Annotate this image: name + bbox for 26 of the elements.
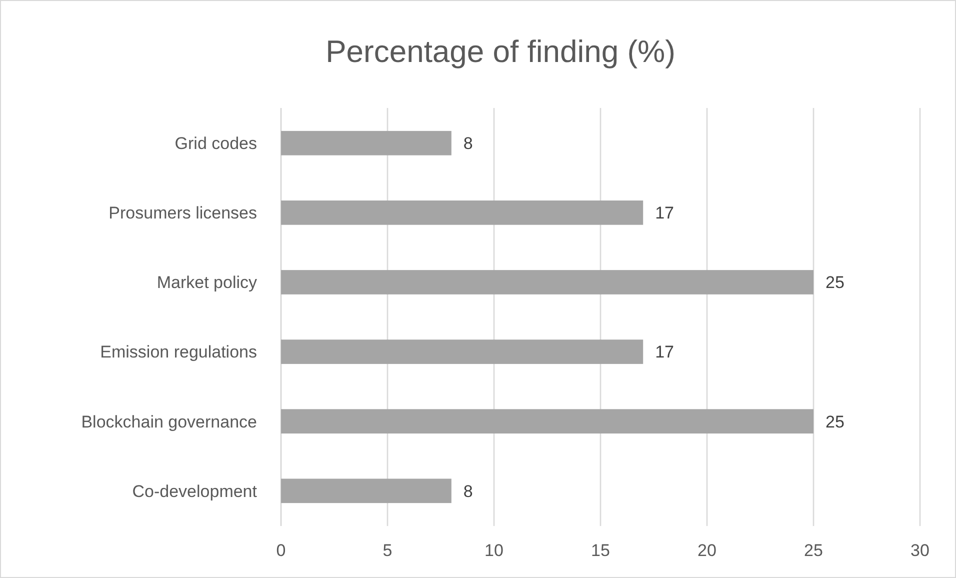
x-tick-label: 5	[382, 541, 392, 560]
data-label: 8	[463, 134, 473, 154]
y-tick-label: Prosumers licenses	[108, 204, 257, 223]
y-tick-label: Grid codes	[174, 134, 257, 154]
x-tick-label: 10	[484, 541, 504, 560]
bar	[281, 409, 814, 434]
bar	[281, 130, 452, 156]
data-label: 17	[655, 204, 674, 223]
x-tick-label: 0	[276, 541, 286, 560]
y-tick-label: Co-development	[132, 482, 258, 501]
x-tick-label: 20	[698, 541, 716, 560]
bar	[281, 478, 452, 504]
bar	[281, 200, 644, 225]
bar	[281, 270, 814, 294]
bar	[281, 340, 644, 364]
x-tick-label: 15	[591, 541, 610, 560]
x-tick-label: 25	[804, 541, 823, 560]
chart-title: Percentage of finding (%)	[326, 34, 676, 69]
data-label: 25	[826, 273, 844, 292]
y-tick-label: Market policy	[156, 273, 258, 292]
data-label: 8	[463, 482, 473, 501]
data-label: 25	[826, 412, 844, 432]
data-label: 17	[655, 342, 674, 362]
y-tick-label: Blockchain governance	[81, 412, 257, 432]
x-tick-label: 30	[910, 541, 930, 560]
y-tick-label: Emission regulations	[100, 342, 257, 362]
